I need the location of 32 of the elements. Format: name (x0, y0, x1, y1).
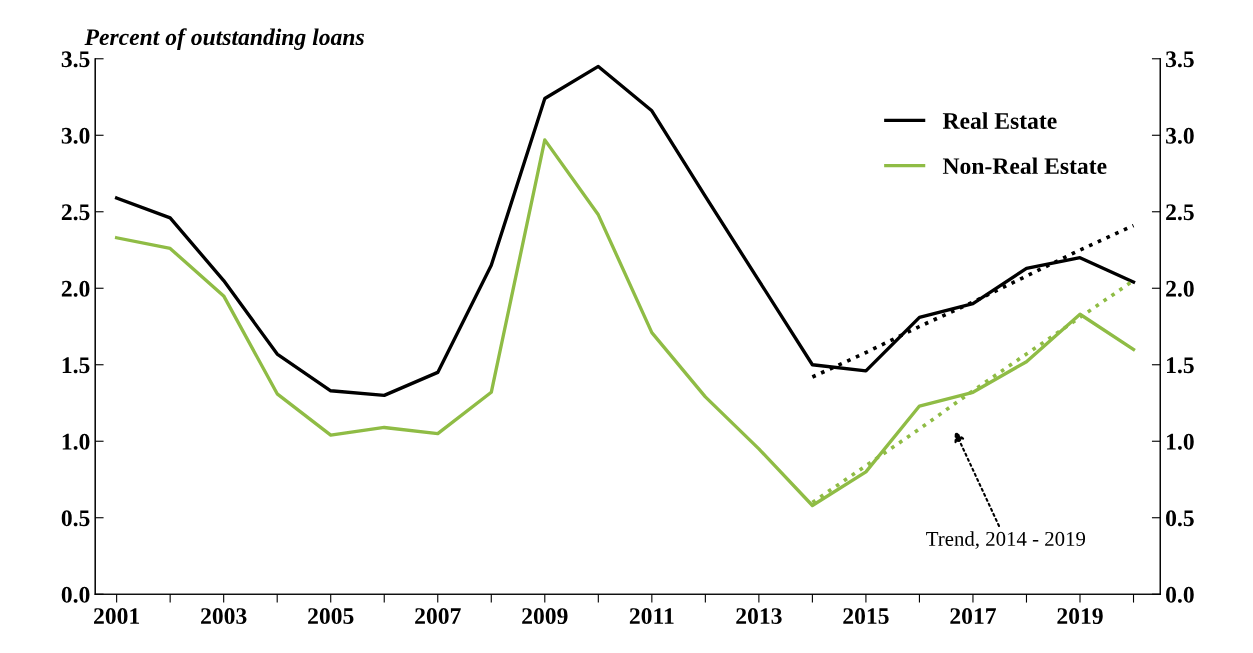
x-tick-label: 2003 (201, 608, 247, 625)
y-tick-label: 3.0 (61, 127, 90, 144)
y2-tick-label: 2.5 (1166, 204, 1194, 221)
y2-tick-label: 1.0 (1167, 433, 1194, 450)
x-tick-label: 2009 (522, 608, 568, 625)
y2-tick-label: 3.0 (1166, 127, 1194, 144)
y-tick-label: 0.0 (61, 586, 90, 603)
x-tick-label: 2017 (950, 608, 996, 625)
legend-label: Real Estate (942, 112, 1057, 129)
y-tick-label: 1.0 (62, 433, 90, 450)
y2-tick-label: 0.5 (1166, 510, 1194, 527)
x-tick-label: 2001 (94, 608, 140, 625)
legend-label: Non-Real Estate (942, 157, 1107, 175)
x-tick-label: 2005 (308, 608, 354, 625)
line-series (114, 138, 1136, 508)
annotation: Trend, 2014 - 2019 (926, 531, 1086, 549)
y2-tick-label: 2.0 (1166, 280, 1194, 297)
x-tick-label: 2019 (1057, 608, 1103, 625)
y-tick-label: 2.5 (61, 204, 90, 221)
y2-tick-label: 0.0 (1166, 586, 1194, 603)
x-tick-label: 2013 (736, 608, 782, 625)
y-tick-label: 3.5 (61, 51, 90, 68)
y-tick-label: 1.5 (62, 357, 90, 374)
y-tick-label: 2.0 (61, 280, 90, 297)
y2-tick-label: 1.5 (1167, 357, 1194, 374)
x-tick-label: 2007 (415, 608, 461, 625)
line-series (114, 64, 1136, 398)
y-tick-label: 0.5 (61, 510, 90, 527)
y2-tick-label: 3.5 (1166, 51, 1194, 68)
chart-title: Percent of outstanding loans (84, 28, 364, 50)
x-tick-label: 2011 (629, 608, 674, 625)
x-tick-label: 2015 (843, 608, 889, 625)
